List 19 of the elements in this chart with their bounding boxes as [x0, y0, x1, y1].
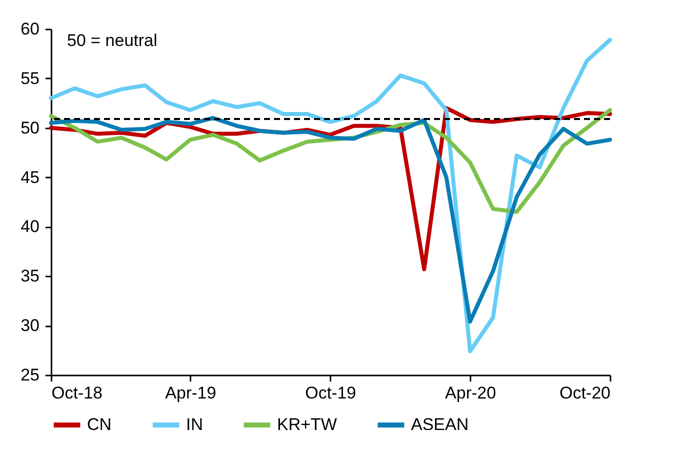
y-tick-label: 55	[20, 68, 40, 88]
x-tick-label: Apr-20	[445, 384, 496, 402]
x-tick-label: Oct-19	[305, 384, 356, 402]
x-tick-label: Oct-18	[52, 384, 103, 402]
annotation: 50 = neutral	[67, 31, 158, 50]
y-tick-label: 60	[20, 20, 40, 38]
legend-label: KR+TW	[277, 415, 337, 434]
y-tick-label: 35	[20, 266, 40, 286]
legend-label: IN	[186, 415, 203, 434]
y-tick-label: 40	[20, 217, 40, 236]
line-series	[49, 116, 612, 324]
y-tick-label: 50	[20, 118, 40, 138]
y-tick-label: 25	[20, 366, 40, 384]
y-tick-label: 30	[20, 316, 40, 336]
x-tick-label: Apr-19	[165, 384, 216, 402]
x-tick-label: Oct-20	[559, 384, 610, 402]
y-tick-label: 45	[20, 168, 40, 187]
legend-label: ASEAN	[411, 415, 469, 434]
legend-label: CN	[87, 415, 112, 434]
